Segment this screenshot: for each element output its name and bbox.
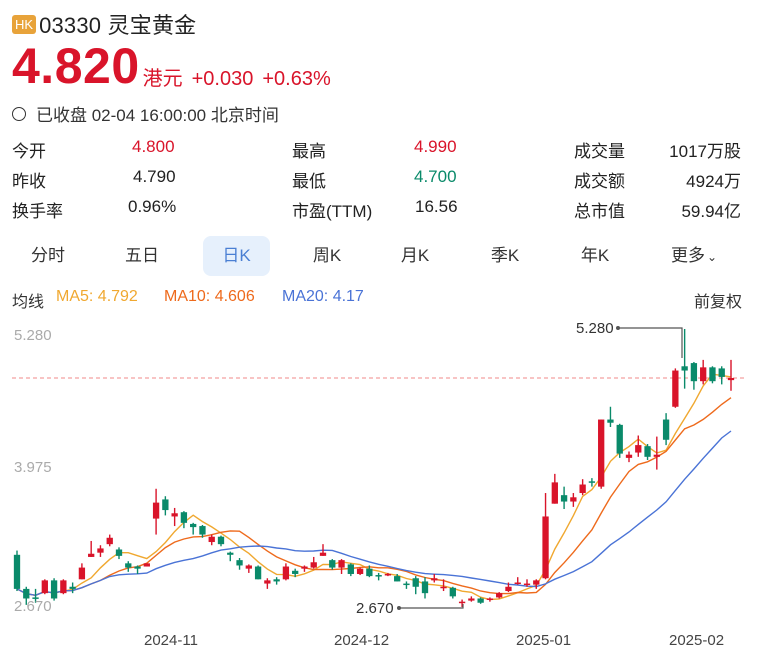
stat-label: 换手率: [12, 202, 63, 221]
stat-label: 今开: [12, 142, 46, 161]
tab-daily-k[interactable]: 日K: [203, 236, 270, 276]
current-price: 4.820: [12, 38, 140, 94]
period-tabs: 分时 五日 日K 周K 月K 季K 年K 更多 ⌄: [12, 236, 752, 276]
tab-yearly-k[interactable]: 年K: [580, 246, 610, 265]
ma20-value: MA20: 4.17: [282, 288, 364, 305]
currency-label: 港元: [142, 68, 183, 90]
x-tick: 2025-02: [669, 632, 725, 649]
stat-value: 4.990: [414, 137, 457, 156]
stat-value: 4.700: [414, 167, 457, 186]
stat-value: 4.790: [133, 167, 176, 186]
stat-label: 最高: [292, 142, 326, 161]
chevron-down-icon: ⌄: [706, 250, 718, 264]
stat-value: 1017万股: [669, 142, 741, 161]
ma-lines: [16, 373, 732, 601]
stats-grid: 今开 4.800 最高 4.990 成交量 1017万股 昨收 4.790 最低…: [12, 137, 747, 227]
stats-row: 昨收 4.790 最低 4.700 成交额 4924万: [12, 167, 747, 197]
x-tick: 2024-12: [334, 632, 390, 649]
clock-icon: [12, 106, 26, 121]
tab-more[interactable]: 更多 ⌄: [664, 236, 724, 276]
stats-row: 今开 4.800 最高 4.990 成交量 1017万股: [12, 137, 747, 167]
more-label: 更多: [670, 246, 705, 265]
stat-label: 成交量: [574, 142, 625, 161]
stat-label: 总市值: [574, 202, 625, 221]
stat-value: 0.96%: [128, 197, 177, 216]
status-text: 已收盘 02-04 16:00:00 北京时间: [36, 106, 279, 125]
y-tick-mid: 3.975: [14, 459, 52, 476]
stat-value: 59.94亿: [681, 202, 741, 221]
tab-monthly-k[interactable]: 月K: [400, 246, 430, 265]
price-change: +0.030: [191, 68, 254, 90]
stat-label: 市盈(TTM): [292, 202, 373, 221]
tab-intraday[interactable]: 分时: [31, 246, 65, 265]
stat-label: 成交额: [574, 172, 625, 191]
stat-value: 4924万: [686, 172, 741, 191]
stats-row: 换手率 0.96% 市盈(TTM) 16.56 总市值 59.94亿: [12, 197, 747, 227]
price-row: 4.820 港元 +0.030 +0.63%: [12, 38, 331, 94]
y-tick-top: 5.280: [14, 327, 52, 344]
max-annotation: 5.280: [576, 320, 683, 358]
x-tick: 2025-01: [516, 632, 572, 649]
min-label: 2.670: [356, 600, 394, 617]
stock-title: 03330 灵宝黄金: [39, 13, 197, 38]
x-tick: 2024-11: [144, 632, 198, 649]
y-tick-bottom: 2.670: [14, 598, 52, 615]
adjust-mode-button[interactable]: 前复权: [693, 294, 742, 311]
stat-value: 16.56: [415, 197, 458, 216]
market-badge: HK: [12, 14, 37, 34]
stat-label: 昨收: [12, 172, 46, 191]
min-annotation: 2.670: [356, 600, 464, 617]
tab-quarterly-k[interactable]: 季K: [490, 246, 520, 265]
ma-label: 均线: [12, 294, 45, 311]
ma5-value: MA5: 4.792: [56, 288, 138, 305]
candles: [13, 329, 735, 607]
price-change-pct: +0.63%: [262, 68, 331, 90]
tab-five-day[interactable]: 五日: [125, 246, 159, 265]
stat-value: 4.800: [132, 137, 175, 156]
kline-chart[interactable]: 5.280 2.670: [0, 315, 762, 625]
tab-weekly-k[interactable]: 周K: [312, 246, 342, 265]
stat-label: 最低: [292, 172, 326, 191]
market-status: 已收盘 02-04 16:00:00 北京时间: [12, 101, 279, 126]
stock-header: HK 03330 灵宝黄金: [12, 8, 196, 40]
max-label: 5.280: [576, 320, 614, 337]
ma-legend: 均线 MA5: 4.792 MA10: 4.606 MA20: 4.17 前复权: [12, 288, 742, 311]
ma10-value: MA10: 4.606: [164, 288, 255, 305]
